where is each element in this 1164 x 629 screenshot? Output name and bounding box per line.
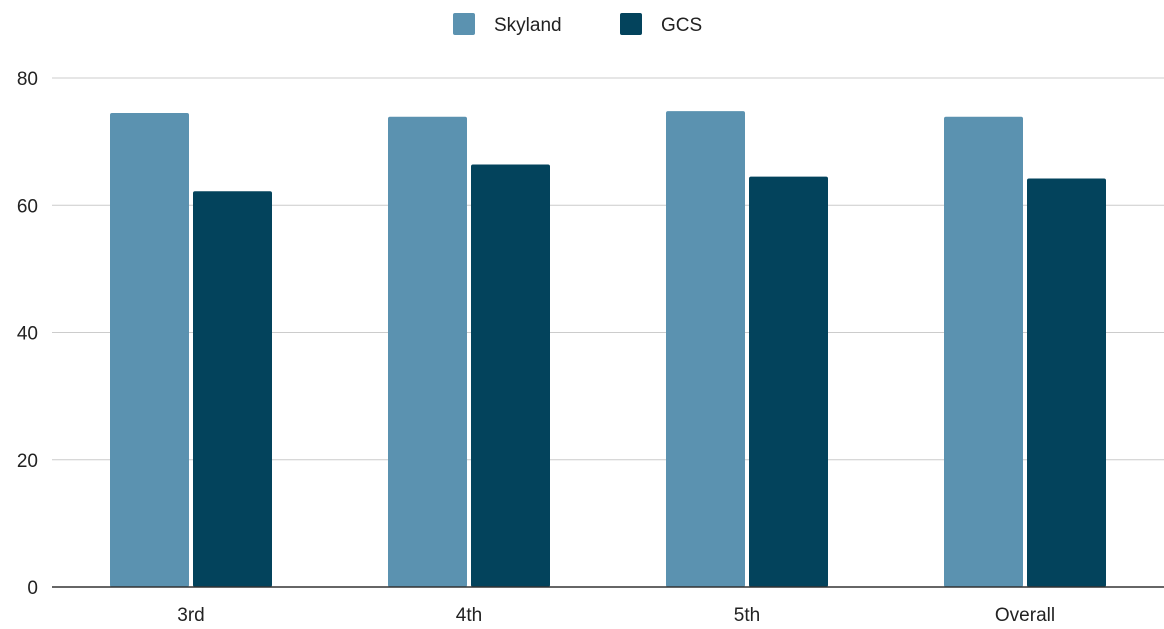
x-tick-label-4th: 4th xyxy=(456,605,482,626)
legend-label-skyland: Skyland xyxy=(494,15,562,36)
y-tick-label-80: 80 xyxy=(17,69,38,90)
bar-skyland-3rd xyxy=(110,112,189,588)
bars xyxy=(110,111,1106,588)
x-tick-label-5th: 5th xyxy=(734,605,760,626)
y-tick-label-20: 20 xyxy=(17,451,38,472)
legend-swatch-skyland xyxy=(453,13,475,35)
legend: Skyland GCS xyxy=(453,13,702,36)
bar-gcs-4th xyxy=(471,164,550,587)
y-tick-label-0: 0 xyxy=(27,578,38,599)
bar-gcs-5th xyxy=(749,176,828,587)
x-tick-label-3rd: 3rd xyxy=(177,605,204,626)
y-tick-label-60: 60 xyxy=(17,196,38,217)
bar-skyland-4th xyxy=(388,116,467,587)
bar-gcs-3rd xyxy=(193,191,272,587)
bar-gcs-overall xyxy=(1027,178,1106,587)
x-tick-label-overall: Overall xyxy=(995,605,1055,626)
x-axis: 3rd 4th 5th Overall xyxy=(52,586,1164,626)
bar-skyland-overall xyxy=(944,116,1023,587)
y-tick-label-40: 40 xyxy=(17,324,38,345)
bar-skyland-5th xyxy=(666,111,745,588)
legend-swatch-gcs xyxy=(620,13,642,35)
legend-label-gcs: GCS xyxy=(661,15,702,36)
y-axis: 0 20 40 60 80 xyxy=(17,69,38,599)
